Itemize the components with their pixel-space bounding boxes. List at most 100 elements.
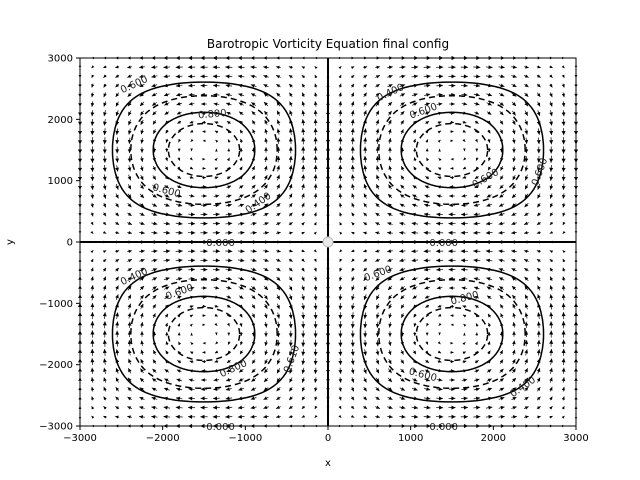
- vector-arrow: [450, 341, 454, 345]
- vector-arrow: [375, 231, 381, 235]
- vector-head: [363, 295, 368, 300]
- vector-arrow: [288, 396, 293, 401]
- vector-head: [276, 222, 281, 226]
- vector-head: [412, 276, 417, 281]
- vector-head: [339, 258, 343, 262]
- vector-arrow: [275, 65, 281, 70]
- vector-head: [425, 148, 429, 152]
- vector-head: [264, 110, 268, 115]
- vector-arrow: [288, 165, 293, 172]
- vector-head: [375, 84, 380, 88]
- vector-head: [264, 128, 268, 133]
- vector-arrow: [449, 176, 455, 180]
- vector-arrow: [127, 349, 132, 356]
- vector-head: [413, 166, 417, 171]
- vector-arrow: [175, 405, 183, 410]
- vector-head: [225, 414, 230, 419]
- vector-head: [401, 84, 406, 88]
- vector-head: [388, 102, 392, 106]
- vector-arrow: [176, 378, 182, 382]
- vector-head: [264, 138, 268, 142]
- vector-head: [276, 314, 281, 319]
- vector-arrow: [238, 368, 244, 373]
- vector-arrow: [227, 139, 231, 143]
- vector-arrow: [375, 156, 380, 163]
- vector-head: [115, 321, 120, 326]
- vector-head: [250, 396, 255, 400]
- vector-head: [450, 350, 454, 354]
- vector-arrow: [212, 74, 220, 79]
- vector-arrow: [363, 267, 368, 272]
- vector-arrow: [187, 414, 196, 419]
- vector-arrow: [90, 137, 95, 145]
- vector-head: [140, 130, 144, 135]
- vector-head: [301, 314, 306, 320]
- vector-arrow: [139, 415, 145, 419]
- vector-arrow: [399, 203, 406, 208]
- vector-head: [227, 203, 232, 208]
- vector-arrow: [363, 386, 367, 392]
- vector-head: [90, 377, 95, 382]
- vector-arrow: [127, 221, 133, 225]
- vector-arrow: [127, 83, 132, 88]
- vector-arrow: [139, 101, 145, 107]
- vector-head: [276, 323, 281, 328]
- vector-head: [363, 396, 367, 401]
- vector-head: [277, 249, 281, 253]
- vector-arrow: [250, 230, 257, 235]
- vector-arrow: [313, 285, 318, 291]
- vector-head: [375, 378, 380, 383]
- vector-head: [251, 194, 256, 198]
- vector-arrow: [399, 249, 406, 254]
- vector-arrow: [387, 65, 393, 70]
- vector-arrow: [350, 128, 355, 136]
- vector-arrow: [264, 321, 268, 328]
- vector-arrow: [288, 294, 293, 301]
- vector-arrow: [90, 230, 94, 234]
- vector-head: [190, 351, 194, 355]
- vector-arrow: [276, 212, 281, 217]
- vector-arrow: [276, 128, 281, 135]
- vector-head: [375, 396, 380, 400]
- vector-head: [202, 176, 207, 180]
- vector-arrow: [276, 83, 281, 88]
- vector-head: [388, 378, 392, 382]
- vector-arrow: [338, 137, 343, 145]
- vector-arrow: [375, 83, 380, 88]
- vector-head: [176, 102, 181, 106]
- vector-head: [375, 323, 380, 328]
- vector-head: [102, 259, 107, 263]
- vector-head: [214, 158, 218, 162]
- vector-head: [165, 350, 169, 355]
- vector-arrow: [413, 313, 417, 318]
- vector-arrow: [424, 368, 430, 373]
- vector-arrow: [226, 323, 230, 327]
- vector-head: [301, 351, 306, 356]
- vector-arrow: [115, 386, 120, 392]
- vector-arrow: [437, 167, 442, 171]
- vector-head: [463, 405, 468, 410]
- vector-arrow: [350, 330, 355, 338]
- vector-arrow: [115, 415, 120, 419]
- vector-arrow: [239, 322, 243, 327]
- vector-head: [152, 313, 156, 318]
- vector-head: [225, 405, 230, 410]
- vector-arrow: [127, 128, 132, 135]
- vector-arrow: [152, 368, 157, 373]
- vector-head: [190, 194, 195, 198]
- vector-arrow: [288, 231, 293, 235]
- vector-arrow: [460, 65, 469, 70]
- vector-head: [90, 303, 95, 308]
- vector-arrow: [127, 387, 132, 392]
- vector-head: [178, 267, 183, 272]
- vector-head: [151, 83, 156, 88]
- vector-head: [202, 323, 206, 327]
- vector-head: [264, 194, 268, 198]
- vector-head: [462, 120, 467, 124]
- vector-arrow: [238, 387, 245, 391]
- vector-arrow: [103, 406, 107, 410]
- vector-arrow: [188, 212, 195, 217]
- vector-head: [239, 147, 243, 152]
- vector-head: [314, 405, 318, 410]
- vector-arrow: [225, 212, 233, 217]
